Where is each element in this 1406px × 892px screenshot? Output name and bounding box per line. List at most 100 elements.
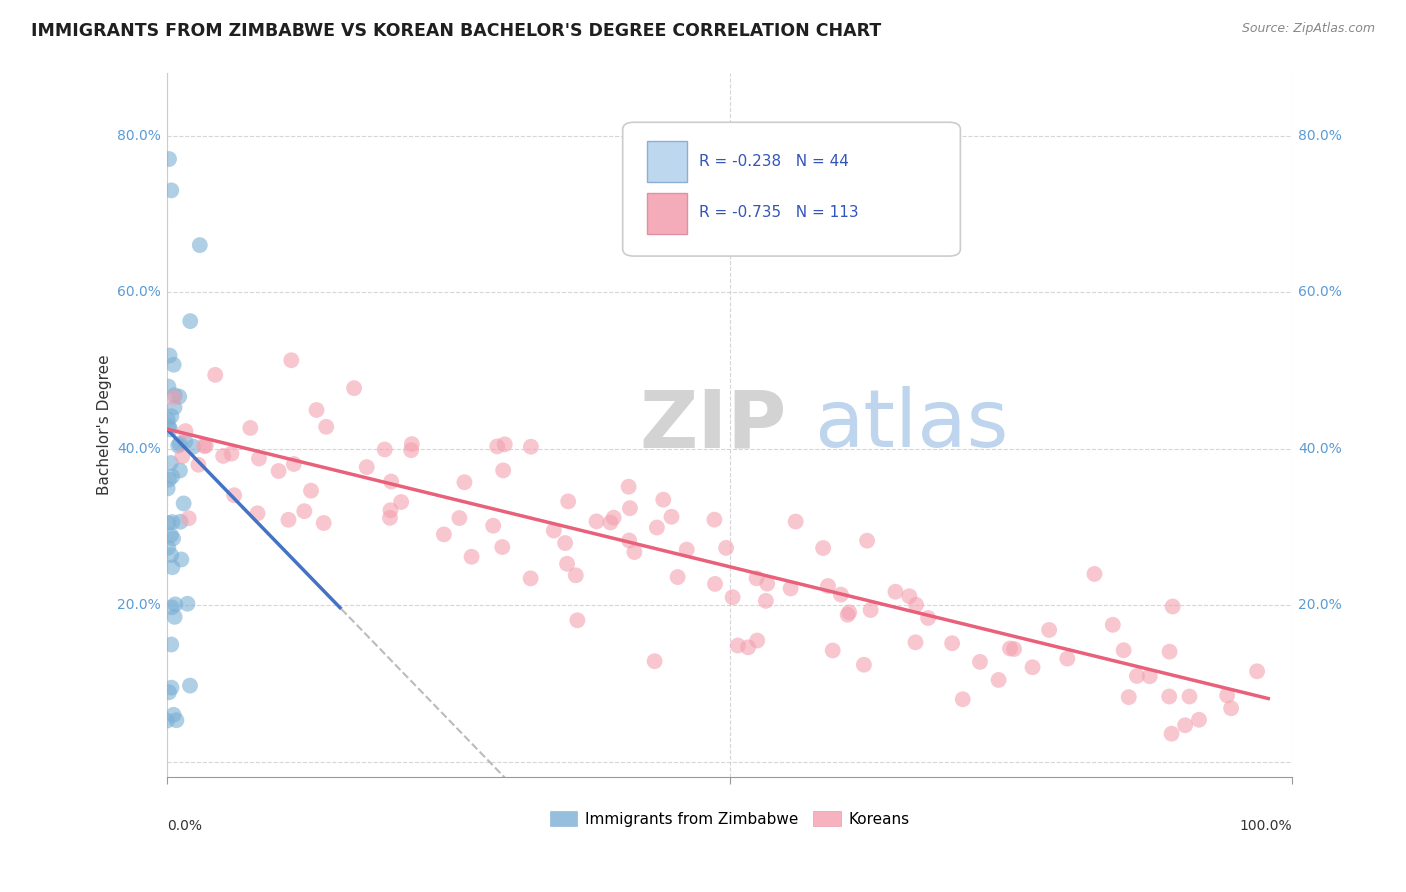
Point [830,588,852,602]
Point [747,633,769,648]
Point [482,518,505,533]
Point [292,504,315,518]
Point [602,510,624,524]
Point [460,549,482,564]
Point [1159,690,1181,704]
Point [283,457,305,471]
Text: IMMIGRANTS FROM ZIMBABWE VS KOREAN BACHELOR'S DEGREE CORRELATION CHART: IMMIGRANTS FROM ZIMBABWE VS KOREAN BACHE… [31,22,882,40]
Text: 60.0%: 60.0% [1298,285,1341,299]
Point [165,713,187,727]
Point [174,424,197,438]
Point [492,463,515,477]
Text: 0.0%: 0.0% [167,820,202,833]
Point [159,349,181,363]
Point [162,532,184,546]
Point [169,515,191,529]
Text: Source: ZipAtlas.com: Source: ZipAtlas.com [1241,22,1375,36]
Point [401,437,423,451]
Point [169,436,191,450]
Point [779,582,801,596]
Point [704,577,727,591]
Point [312,516,335,530]
Point [163,401,186,415]
Point [159,422,181,436]
Point [160,528,183,542]
Point [378,511,401,525]
Point [356,460,378,475]
Point [170,552,193,566]
Point [520,440,543,454]
Point [755,594,778,608]
Point [817,579,839,593]
Point [160,638,183,652]
Text: 40.0%: 40.0% [1298,442,1341,456]
Point [160,548,183,562]
Point [156,482,179,496]
Point [1160,727,1182,741]
Point [1038,623,1060,637]
Point [193,439,215,453]
Point [519,571,541,585]
Point [585,514,607,528]
Point [389,495,412,509]
Point [224,488,246,502]
Point [486,439,509,453]
Point [917,611,939,625]
Point [1159,645,1181,659]
Point [617,480,640,494]
Text: atlas: atlas [814,386,1008,464]
Point [756,576,779,591]
Point [380,475,402,489]
Point [1083,566,1105,581]
Point [811,541,834,555]
Point [661,509,683,524]
Text: ZIP: ZIP [640,386,787,464]
Point [491,540,513,554]
Point [157,541,180,555]
Point [163,391,186,405]
Text: R = -0.238   N = 44: R = -0.238 N = 44 [699,153,849,169]
Point [449,511,471,525]
FancyBboxPatch shape [623,122,960,256]
Point [652,492,675,507]
Point [162,707,184,722]
Point [156,714,179,728]
Point [277,513,299,527]
Point [160,183,183,197]
Point [619,533,641,548]
Point [179,679,201,693]
Point [374,442,396,457]
Point [721,591,744,605]
Point [987,673,1010,687]
Point [167,439,190,453]
Point [380,503,402,517]
Text: R = -0.735   N = 113: R = -0.735 N = 113 [699,205,859,220]
Point [188,238,211,252]
FancyBboxPatch shape [647,193,688,234]
Point [714,541,737,555]
Text: 60.0%: 60.0% [117,285,162,299]
Point [163,388,186,402]
Point [187,458,209,472]
Text: 100.0%: 100.0% [1240,820,1292,833]
Point [557,494,579,508]
Point [160,409,183,424]
Point [567,613,589,627]
Point [727,639,749,653]
Point [1002,642,1025,657]
Text: 80.0%: 80.0% [117,128,162,143]
Point [898,589,921,603]
Point [162,515,184,529]
Point [837,607,859,622]
Point [204,368,226,382]
Point [645,520,668,534]
Point [157,379,180,393]
Point [859,603,882,617]
Point [1056,651,1078,665]
Point [239,421,262,435]
Point [599,516,621,530]
Point [941,636,963,650]
Point [163,358,186,372]
Point [343,381,366,395]
Point [619,501,641,516]
